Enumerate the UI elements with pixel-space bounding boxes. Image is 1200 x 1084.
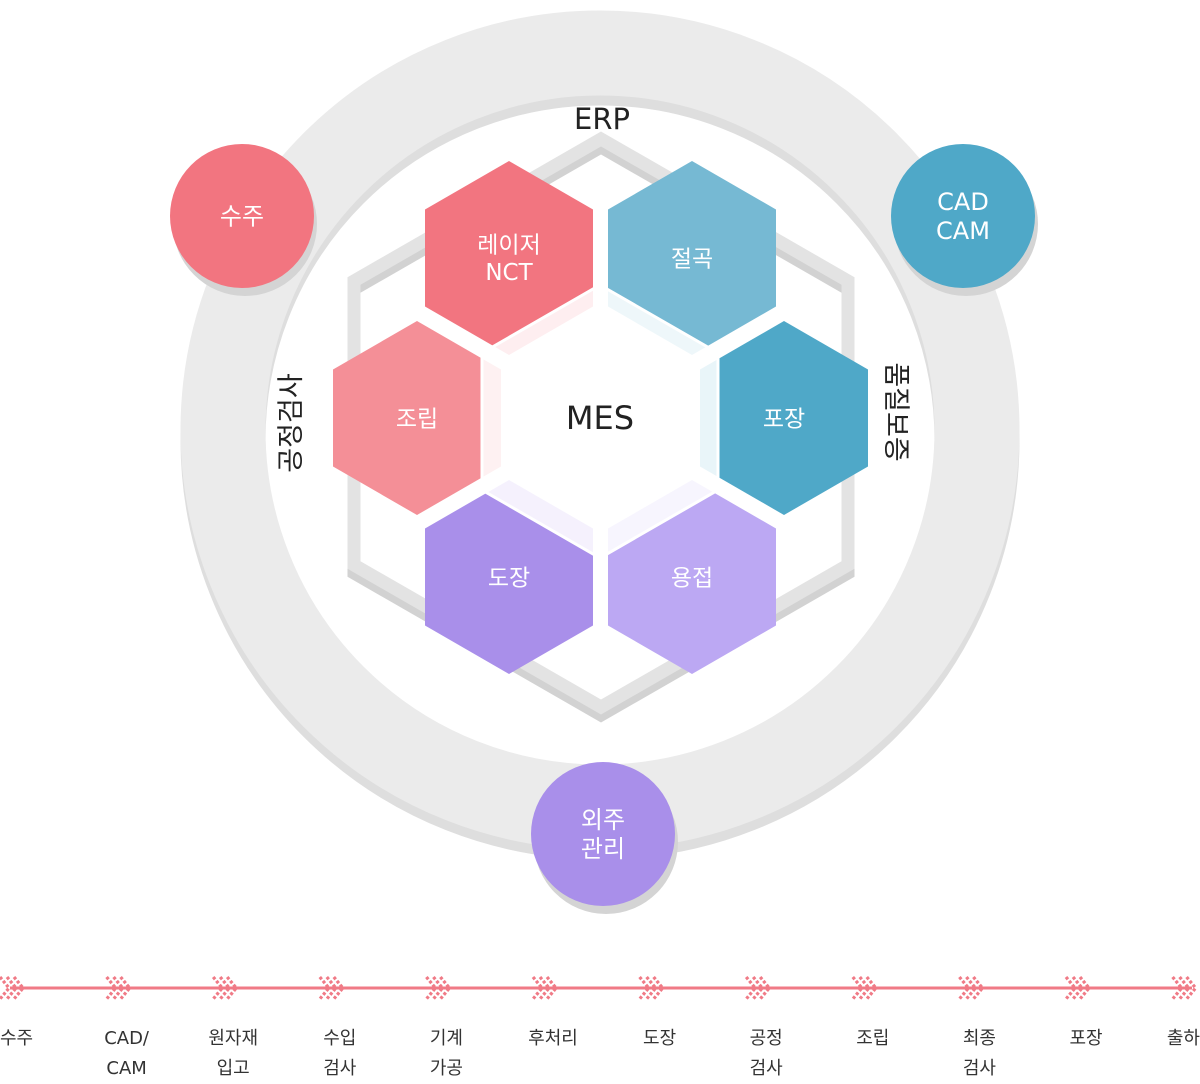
circle-label: 관리 xyxy=(581,835,625,863)
flow-step-label: CAD/ CAM xyxy=(104,1028,149,1079)
flow-step-label: 기계 가공 xyxy=(429,1028,463,1079)
hexagon-label: 도장 xyxy=(488,565,530,591)
erp-label: ERP xyxy=(574,102,630,136)
circle-label: CAD xyxy=(937,188,989,216)
circle-order: 수주 xyxy=(170,144,317,296)
flow-step-label: 원자재 입고 xyxy=(208,1028,259,1079)
center-hexagon xyxy=(480,283,720,560)
flow-step-label: 공정 검사 xyxy=(749,1028,783,1079)
hexagon-cutting: 절곡 xyxy=(608,161,776,355)
hexagon-label: 용접 xyxy=(671,565,713,591)
hexagon-shape xyxy=(333,321,501,515)
hexagon-label: 포장 xyxy=(763,406,805,432)
frame-hexagon xyxy=(347,131,855,715)
flow-step-label: 수입 검사 xyxy=(323,1028,357,1079)
flow-step-label: 수주 xyxy=(0,1028,34,1049)
circle-shape xyxy=(891,144,1035,288)
circle-label: CAM xyxy=(936,217,990,245)
flow-step-label: 도장 xyxy=(643,1028,677,1049)
flow-step-label: 최종 검사 xyxy=(962,1028,996,1079)
process-inspection-label: 공정검사 xyxy=(276,373,307,473)
hexagon-shape xyxy=(425,161,593,355)
hexagon-shape xyxy=(608,161,776,355)
quality-assurance-label: 품질보증 xyxy=(880,362,911,461)
flow-step-label: 조립 xyxy=(856,1028,890,1049)
hexagon-packaging: 포장 xyxy=(700,321,868,515)
mes-label: MES xyxy=(566,399,634,437)
process-flow-arrow xyxy=(0,975,1198,1001)
hexagon-label: 조립 xyxy=(396,406,438,432)
hexagon-assembly: 조립 xyxy=(333,321,501,515)
circle-shape xyxy=(170,144,314,288)
circle-label: 수주 xyxy=(220,203,264,231)
hexagon-label: NCT xyxy=(485,260,533,286)
circle-label: 외주 xyxy=(581,806,625,834)
hexagon-shape xyxy=(700,321,868,515)
circle-shape xyxy=(531,762,675,906)
flow-step-label: 포장 xyxy=(1069,1028,1103,1049)
flow-step-label: 후처리 xyxy=(528,1028,578,1049)
hexagon-label: 절곡 xyxy=(671,246,713,272)
flow-step-label: 출하 xyxy=(1166,1028,1200,1049)
hexagon-label: 레이저 xyxy=(477,232,540,258)
